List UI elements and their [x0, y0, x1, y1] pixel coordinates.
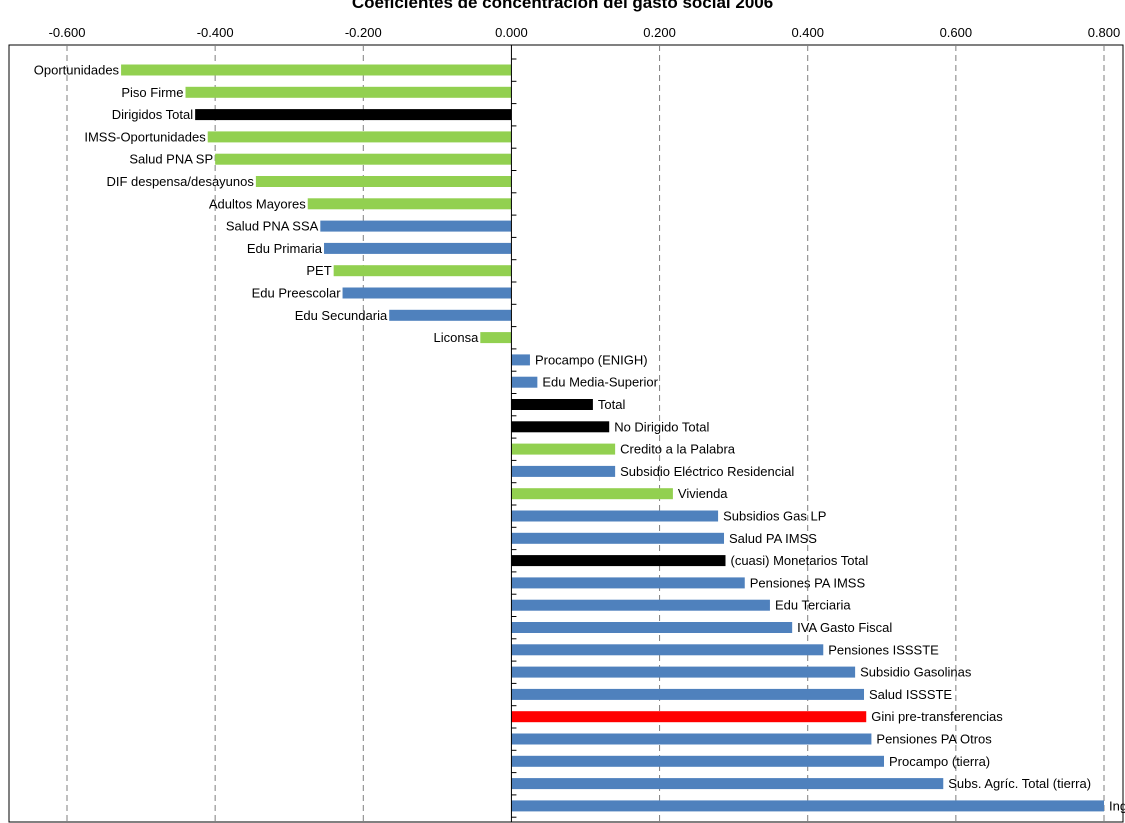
- category-label: Dirigidos Total: [112, 107, 194, 122]
- category-label: Pensiones ISSSTE: [828, 642, 939, 657]
- category-label: Subs. Agríc. Total (tierra): [948, 776, 1091, 791]
- x-tick-label: 0.600: [940, 25, 973, 40]
- bar: [215, 153, 512, 165]
- bar: [511, 443, 616, 455]
- category-label: Credito a la Palabra: [620, 442, 736, 457]
- x-tick-label: -0.400: [197, 25, 234, 40]
- bar: [195, 109, 512, 121]
- bar: [185, 86, 512, 98]
- x-tick-label: 0.400: [791, 25, 824, 40]
- bar: [511, 399, 593, 410]
- bar: [511, 577, 745, 589]
- bar: [389, 309, 512, 321]
- category-label: Salud ISSSTE: [869, 687, 952, 702]
- category-label: PET: [306, 263, 331, 278]
- bar: [511, 622, 793, 633]
- bar: [511, 733, 872, 745]
- category-label: Edu Media-Superior: [542, 375, 658, 390]
- category-label: Subsidios Gas LP: [723, 509, 826, 524]
- category-label: Gini pre-transferencias: [871, 709, 1003, 724]
- category-label: No Dirigido Total: [614, 419, 709, 434]
- bar: [255, 176, 512, 187]
- category-label: Salud PA IMSS: [729, 531, 817, 546]
- bar: [511, 666, 856, 678]
- bar: [511, 465, 616, 477]
- bar: [511, 599, 770, 611]
- x-tick-label: 0.200: [643, 25, 676, 40]
- bar: [511, 354, 530, 366]
- x-tick-label: -0.600: [49, 25, 86, 40]
- category-label: Adultos Mayores: [209, 196, 306, 211]
- category-label: DIF despensa/desayunos: [106, 174, 254, 189]
- bar: [511, 532, 725, 544]
- bar: [511, 376, 538, 388]
- category-label: Edu Primaria: [247, 241, 323, 256]
- x-tick-label: 0.000: [495, 25, 528, 40]
- category-label: Ingreso Objetivo (tierra): [1109, 798, 1125, 813]
- plot-area-border: [8, 44, 1124, 823]
- category-label: IVA Gasto Fiscal: [797, 620, 892, 635]
- bar: [307, 198, 512, 210]
- bar: [511, 510, 719, 522]
- category-label: Total: [598, 397, 626, 412]
- category-label: Pensiones PA IMSS: [750, 575, 866, 590]
- category-label: Piso Firme: [121, 85, 183, 100]
- bar: [511, 644, 824, 656]
- chart-title: Coeficientes de concentración del gasto …: [351, 0, 774, 12]
- bar: [511, 711, 867, 723]
- bars: [121, 64, 1104, 812]
- bar: [511, 688, 865, 700]
- category-label: Liconsa: [434, 330, 480, 345]
- category-label: Edu Secundaria: [295, 308, 388, 323]
- category-label: Pensiones PA Otros: [876, 732, 992, 747]
- category-label: Oportunidades: [34, 63, 120, 78]
- bar: [333, 265, 512, 277]
- category-label: Procampo (tierra): [889, 754, 990, 769]
- bar: [511, 421, 610, 433]
- bar: [342, 287, 512, 299]
- category-label: Salud PNA SSA: [226, 219, 319, 234]
- category-label: IMSS-Oportunidades: [84, 129, 206, 144]
- category-label: Edu Terciaria: [775, 598, 851, 613]
- bar: [511, 755, 885, 767]
- category-label: Subsidio Eléctrico Residencial: [620, 464, 794, 479]
- bar: [480, 332, 512, 344]
- x-axis-tick-labels: -0.600 -0.400 -0.200 0.000 0.200 0.400 0.600 0.…: [49, 25, 1121, 40]
- category-label: Edu Preescolar: [252, 286, 342, 301]
- bar: [121, 64, 512, 76]
- bar: [324, 242, 512, 254]
- category-label: (cuasi) Monetarios Total: [730, 553, 868, 568]
- category-label: Vivienda: [678, 486, 728, 501]
- zero-axis: [510, 45, 517, 822]
- category-label: Procampo (ENIGH): [535, 352, 648, 367]
- category-label: Subsidio Gasolinas: [860, 665, 972, 680]
- bar: [511, 488, 673, 500]
- bar: [207, 131, 512, 143]
- category-label: Salud PNA SP: [129, 152, 213, 167]
- bar: [511, 555, 726, 567]
- bar: [511, 778, 944, 790]
- bar: [320, 220, 512, 232]
- bar: [511, 800, 1104, 812]
- x-tick-label: 0.800: [1088, 25, 1121, 40]
- x-tick-label: -0.200: [345, 25, 382, 40]
